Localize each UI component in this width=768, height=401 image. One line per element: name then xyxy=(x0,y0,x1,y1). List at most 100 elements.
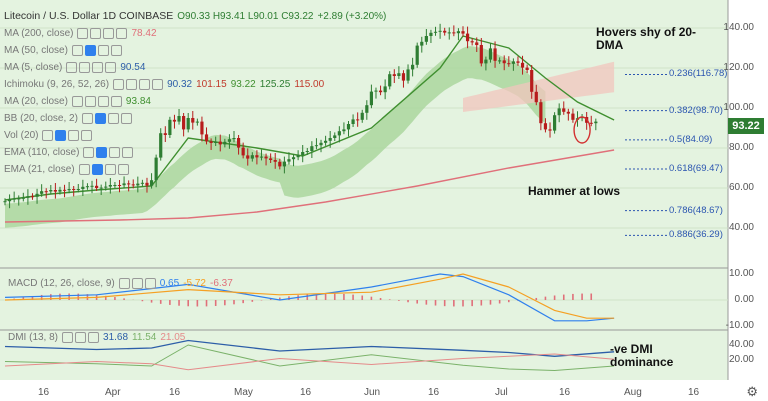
candle-body xyxy=(443,30,447,33)
legend-buttons[interactable] xyxy=(83,147,134,158)
legend-row[interactable]: EMA (21, close) xyxy=(4,161,424,178)
legend-toggle-icon[interactable] xyxy=(107,113,119,124)
legend-toggle-icon[interactable] xyxy=(90,28,102,39)
legend-toggle-icon[interactable] xyxy=(110,45,122,56)
legend-buttons[interactable] xyxy=(77,28,128,39)
legend-toggle-icon[interactable] xyxy=(122,147,134,158)
legend-toggle-icon[interactable] xyxy=(105,62,117,73)
legend-toggle-icon[interactable] xyxy=(81,113,93,124)
macd-hist-bar xyxy=(22,297,25,300)
legend-toggle-icon[interactable] xyxy=(104,164,116,175)
candle-body xyxy=(374,90,378,92)
candle-body xyxy=(30,196,35,198)
candle-body xyxy=(40,191,44,194)
legend-toggle-icon[interactable] xyxy=(97,96,109,107)
legend-toggle-icon[interactable] xyxy=(79,62,91,73)
legend-name: EMA (110, close) xyxy=(4,147,80,158)
legend-row[interactable]: Vol (20) xyxy=(4,127,424,144)
legend-toggle-icon[interactable] xyxy=(109,147,121,158)
legend-toggle-icon[interactable] xyxy=(88,332,100,343)
legend-toggle-icon[interactable] xyxy=(92,62,104,73)
legend-row[interactable]: MA (20, close) 93.84 xyxy=(4,93,424,110)
legend-toggle-icon[interactable] xyxy=(110,96,122,107)
legend-row[interactable]: EMA (110, close) xyxy=(4,144,424,161)
legend-row[interactable]: MA (50, close) xyxy=(4,42,424,59)
candle-body xyxy=(3,201,7,203)
macd-hist-bar xyxy=(370,296,373,300)
legend-toggle-icon[interactable] xyxy=(139,79,151,90)
legend-toggle-icon[interactable] xyxy=(113,79,125,90)
legend-buttons[interactable] xyxy=(71,45,122,56)
legend-toggle-icon[interactable] xyxy=(144,278,156,289)
legend-row[interactable]: MA (200, close) 78.42 xyxy=(4,25,424,42)
legend-toggle-icon[interactable] xyxy=(81,130,93,141)
dmi-legend[interactable]: DMI (13, 8) 31.68 11.54 21.05 xyxy=(8,329,185,346)
legend-toggle-icon[interactable] xyxy=(68,130,80,141)
legend-buttons[interactable] xyxy=(42,130,93,141)
legend-toggle-icon[interactable] xyxy=(118,278,130,289)
legend-buttons[interactable] xyxy=(71,96,122,107)
legend-toggle-icon[interactable] xyxy=(117,164,129,175)
candle-body xyxy=(365,105,369,113)
candle-body xyxy=(333,135,337,138)
candle-body xyxy=(200,121,204,135)
macd-hist-bar xyxy=(86,294,89,300)
legend-toggle-icon[interactable] xyxy=(55,130,67,141)
settings-gear-icon[interactable]: ⚙ xyxy=(746,384,758,399)
candle-body xyxy=(218,141,222,145)
legend-toggle-icon[interactable] xyxy=(83,147,95,158)
legend-row[interactable]: BB (20, close, 2) xyxy=(4,110,424,127)
candle-body xyxy=(557,108,561,116)
legend-row[interactable]: Ichimoku (9, 26, 52, 26) 90.32 101.15 93.22… xyxy=(4,76,424,93)
legend-toggle-icon[interactable] xyxy=(103,28,115,39)
legend-toggle-icon[interactable] xyxy=(77,28,89,39)
legend-buttons[interactable] xyxy=(78,164,129,175)
legend-toggle-icon[interactable] xyxy=(66,62,78,73)
legend-buttons[interactable] xyxy=(81,113,132,124)
legend-toggle-icon[interactable] xyxy=(71,96,83,107)
candle-body xyxy=(204,134,209,142)
macd-hist-bar xyxy=(205,300,208,307)
legend-toggle-icon[interactable] xyxy=(97,45,109,56)
time-tick: Aug xyxy=(624,387,642,398)
macd-hist-bar xyxy=(590,293,593,300)
symbol-title[interactable]: Litecoin / U.S. Dollar 1D COINBASE xyxy=(4,10,174,22)
candle-body xyxy=(424,36,428,42)
candle-body xyxy=(58,189,62,192)
legend-toggle-icon[interactable] xyxy=(62,332,74,343)
legend-name: MA (20, close) xyxy=(4,96,68,107)
macd-legend[interactable]: MACD (12, 26, close, 9) 0.65 -5.72 -6.37 xyxy=(8,275,233,292)
candle-body xyxy=(433,31,438,33)
legend-toggle-icon[interactable] xyxy=(116,28,128,39)
legend-toggle-icon[interactable] xyxy=(78,164,90,175)
legend-toggle-icon[interactable] xyxy=(120,113,132,124)
legend-toggle-icon[interactable] xyxy=(71,45,83,56)
legend-value: 115.00 xyxy=(294,79,325,90)
legend-toggle-icon[interactable] xyxy=(152,79,164,90)
candle-body xyxy=(594,121,598,124)
legend-toggle-icon[interactable] xyxy=(84,96,96,107)
macd-hist-bar xyxy=(324,293,327,300)
macd-hist-bar xyxy=(233,300,235,305)
legend-toggle-icon[interactable] xyxy=(126,79,138,90)
legend-buttons[interactable] xyxy=(66,62,117,73)
legend-toggle-icon[interactable] xyxy=(84,45,96,56)
legend-name: EMA (21, close) xyxy=(4,164,75,175)
macd-tick: -10.00 xyxy=(725,320,754,331)
legend-toggle-icon[interactable] xyxy=(42,130,54,141)
candle-body xyxy=(291,157,296,160)
candle-body xyxy=(223,141,227,145)
legend-row[interactable]: MA (5, close) 90.54 xyxy=(4,59,424,76)
macd-hist-bar xyxy=(544,296,547,300)
legend-buttons[interactable] xyxy=(113,79,164,90)
legend-toggle-icon[interactable] xyxy=(91,164,103,175)
legend-toggle-icon[interactable] xyxy=(131,278,143,289)
macd-legend-name: MACD (12, 26, close, 9) xyxy=(8,278,115,289)
legend-toggle-icon[interactable] xyxy=(94,113,106,124)
macd-hist-bar xyxy=(489,300,492,305)
legend-toggle-icon[interactable] xyxy=(96,147,108,158)
legend-toggle-icon[interactable] xyxy=(75,332,87,343)
candle-body xyxy=(562,108,566,112)
